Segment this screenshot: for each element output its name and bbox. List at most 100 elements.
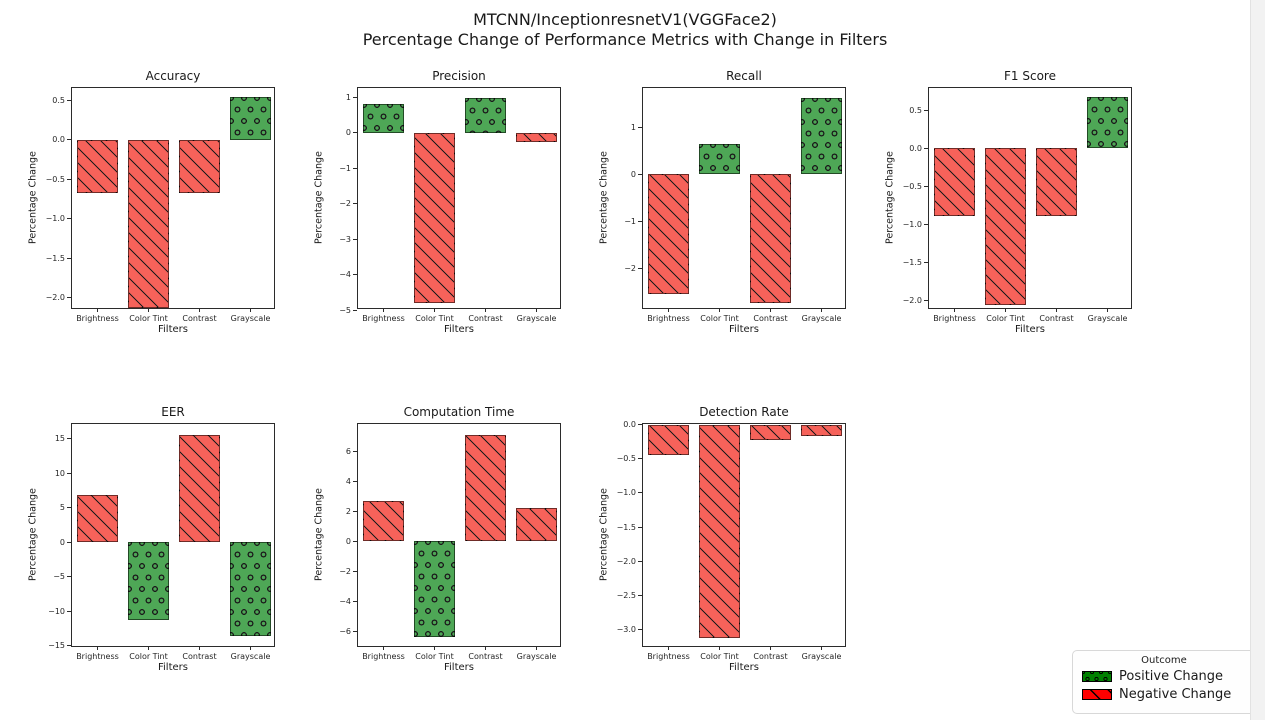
- bar-color-tint: [414, 541, 455, 638]
- y-tick-label: −3: [339, 234, 351, 244]
- y-tick-mark: [67, 178, 71, 180]
- x-tick-label: Color Tint: [129, 314, 168, 323]
- y-tick-label: −1.5: [902, 257, 922, 267]
- x-tick-label: Contrast: [753, 652, 788, 661]
- y-tick-label: −5: [53, 572, 65, 582]
- figure-title: MTCNN/InceptionresnetV1(VGGFace2) Percen…: [0, 10, 1250, 49]
- y-tick-mark: [67, 100, 71, 102]
- x-tick-mark: [97, 646, 98, 650]
- y-tick-mark: [353, 630, 357, 632]
- axes-detection-rate: Detection Rate Percentage Change Filters 0.…: [599, 405, 846, 673]
- subplot-title-eer: EER: [161, 405, 185, 419]
- bar-grayscale: [230, 96, 271, 140]
- x-tick-mark: [821, 308, 822, 312]
- y-tick-label: 0.0: [52, 135, 65, 145]
- x-tick-mark: [250, 646, 251, 650]
- y-tick-mark: [924, 109, 928, 111]
- bar-brightness: [77, 139, 118, 193]
- x-tick-mark: [821, 646, 822, 650]
- y-tick-label: 4: [345, 476, 351, 486]
- y-tick-label: −15: [48, 641, 65, 651]
- y-tick-label: −1: [339, 163, 351, 173]
- y-tick-mark: [353, 450, 357, 452]
- bar-contrast: [179, 435, 220, 543]
- x-tick-label: Color Tint: [415, 314, 454, 323]
- y-tick-label: 0.5: [909, 105, 922, 115]
- y-tick-mark: [353, 309, 357, 311]
- y-tick-label: 1: [630, 122, 636, 132]
- y-tick-mark: [353, 540, 357, 542]
- x-tick-label: Color Tint: [986, 314, 1025, 323]
- legend: Outcome Positive Change Negative Change: [1072, 650, 1256, 714]
- x-tick-mark: [485, 308, 486, 312]
- y-tick-mark: [638, 267, 642, 269]
- y-tick-label: −0.5: [902, 181, 922, 191]
- y-tick-label: −0.5: [45, 174, 65, 184]
- bar-contrast: [179, 139, 220, 193]
- y-tick-mark: [67, 576, 71, 578]
- y-tick-mark: [353, 203, 357, 205]
- y-tick-label: 0: [345, 128, 351, 138]
- bar-brightness: [363, 104, 404, 133]
- y-tick-label: −1.5: [616, 522, 636, 532]
- subplot-title-f1-score: F1 Score: [1004, 69, 1056, 83]
- axes-eer: EER Percentage Change Filters 15 10 5 0 −5 −10 −1…: [28, 405, 275, 673]
- y-tick-label: 1: [345, 92, 351, 102]
- x-tick-label: Contrast: [182, 314, 217, 323]
- x-tick-label: Contrast: [1039, 314, 1074, 323]
- y-tick-mark: [67, 257, 71, 259]
- y-tick-mark: [353, 510, 357, 512]
- y-tick-mark: [638, 173, 642, 175]
- negative-change-swatch: [1082, 689, 1112, 700]
- y-tick-label: −1: [624, 216, 636, 226]
- x-tick-mark: [1056, 308, 1057, 312]
- positive-change-swatch: [1082, 671, 1112, 682]
- bar-brightness: [77, 494, 118, 543]
- legend-item-negative-change: Negative Change: [1082, 687, 1255, 702]
- x-tick-label: Contrast: [468, 652, 503, 661]
- legend-item-positive-change: Positive Change: [1082, 669, 1255, 684]
- y-tick-mark: [67, 472, 71, 474]
- bar-color-tint: [128, 139, 169, 308]
- y-tick-label: −2: [624, 263, 636, 273]
- y-tick-label: 0.0: [623, 420, 636, 430]
- y-tick-mark: [353, 570, 357, 572]
- y-tick-label: 5: [59, 503, 65, 513]
- x-tick-label: Contrast: [468, 314, 503, 323]
- x-axis-label: Filters: [158, 324, 188, 335]
- x-tick-mark: [1107, 308, 1108, 312]
- x-tick-mark: [770, 646, 771, 650]
- bar-grayscale: [516, 508, 557, 542]
- x-tick-label: Color Tint: [415, 652, 454, 661]
- y-tick-label: 0: [59, 537, 65, 547]
- y-tick-mark: [67, 139, 71, 141]
- subplot-title-detection-rate: Detection Rate: [699, 405, 789, 419]
- y-tick-label: −2: [339, 566, 351, 576]
- scrollbar-track[interactable]: [1250, 0, 1265, 720]
- y-tick-mark: [638, 629, 642, 631]
- y-tick-mark: [353, 480, 357, 482]
- x-axis-label: Filters: [729, 324, 759, 335]
- figure-title-line2: Percentage Change of Performance Metrics…: [362, 29, 888, 49]
- x-axis-label: Filters: [729, 662, 759, 673]
- y-tick-mark: [638, 458, 642, 460]
- y-tick-mark: [67, 645, 71, 647]
- x-tick-label: Brightness: [362, 314, 405, 323]
- y-tick-label: −2.0: [45, 292, 65, 302]
- y-tick-label: 10: [54, 468, 65, 478]
- x-tick-mark: [148, 308, 149, 312]
- axes-computation-time: Computation Time Percentage Change Filters…: [314, 405, 561, 673]
- y-tick-mark: [924, 299, 928, 301]
- x-tick-label: Color Tint: [700, 652, 739, 661]
- bar-contrast: [750, 424, 791, 441]
- y-axis-label: Percentage Change: [27, 151, 39, 245]
- subplot-title-computation-time: Computation Time: [403, 405, 515, 419]
- bar-color-tint: [699, 424, 740, 638]
- y-tick-mark: [638, 126, 642, 128]
- y-axis-label: Percentage Change: [313, 151, 325, 245]
- y-tick-label: −2.0: [616, 556, 636, 566]
- bar-contrast: [1036, 148, 1077, 216]
- x-tick-label: Brightness: [647, 652, 690, 661]
- legend-item-label: Negative Change: [1119, 687, 1232, 702]
- x-tick-mark: [250, 308, 251, 312]
